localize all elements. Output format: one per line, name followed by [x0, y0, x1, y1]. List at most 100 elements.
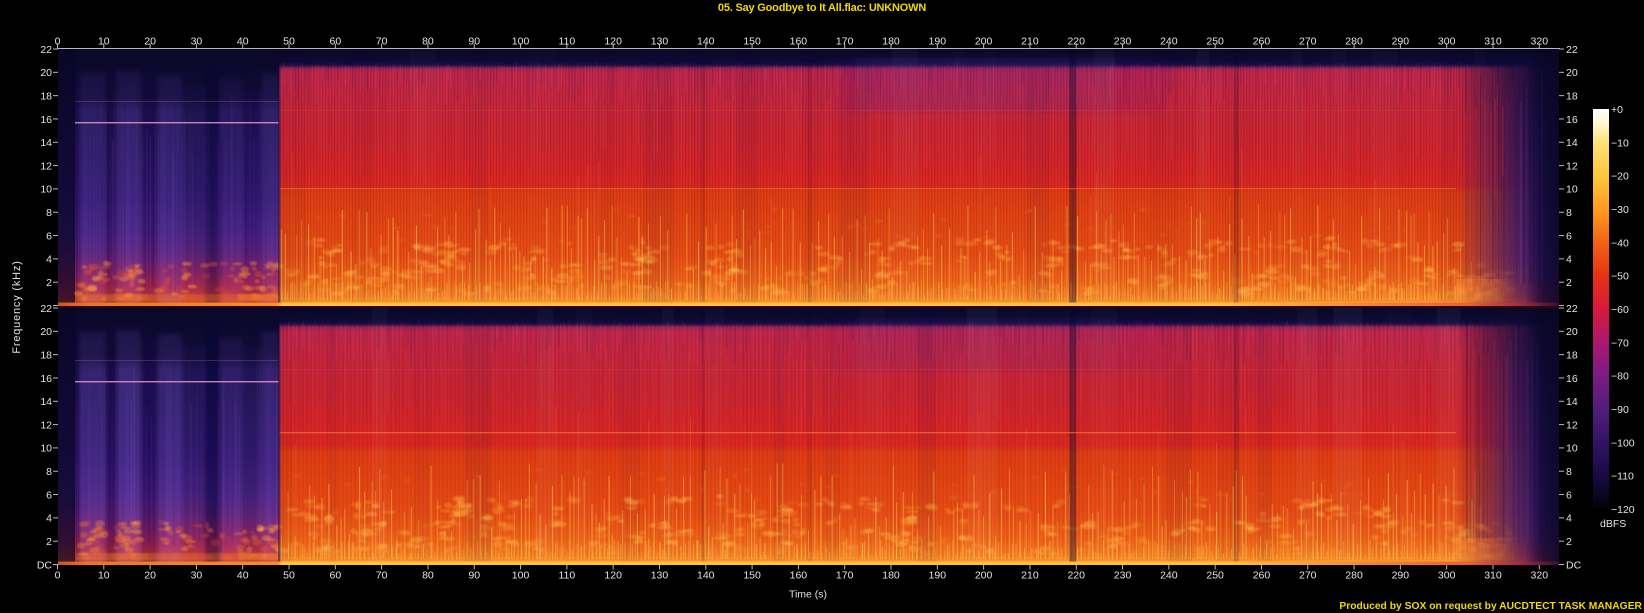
svg-text:20: 20	[40, 326, 52, 338]
svg-text:210: 210	[1021, 36, 1039, 48]
svg-text:190: 190	[929, 570, 947, 582]
svg-text:−60: −60	[1611, 304, 1629, 316]
svg-text:250: 250	[1206, 36, 1224, 48]
svg-text:190: 190	[929, 36, 947, 48]
svg-text:150: 150	[743, 570, 761, 582]
svg-text:50: 50	[283, 570, 295, 582]
svg-text:320: 320	[1531, 570, 1549, 582]
svg-text:DC: DC	[37, 559, 53, 571]
svg-text:280: 280	[1345, 36, 1363, 48]
svg-text:dBFS: dBFS	[1600, 518, 1626, 530]
svg-text:200: 200	[975, 36, 993, 48]
svg-text:290: 290	[1392, 570, 1410, 582]
svg-text:30: 30	[191, 36, 203, 48]
svg-text:16: 16	[40, 114, 52, 126]
svg-text:8: 8	[1566, 207, 1572, 219]
svg-text:40: 40	[237, 570, 249, 582]
svg-text:130: 130	[651, 36, 669, 48]
svg-text:16: 16	[40, 373, 52, 385]
svg-text:180: 180	[882, 570, 900, 582]
svg-text:4: 4	[1566, 254, 1572, 266]
svg-text:18: 18	[40, 90, 52, 102]
svg-text:120: 120	[604, 36, 622, 48]
svg-text:60: 60	[329, 36, 341, 48]
svg-text:110: 110	[558, 36, 575, 48]
svg-text:6: 6	[1566, 489, 1572, 501]
svg-text:−90: −90	[1611, 404, 1629, 416]
svg-text:−40: −40	[1611, 237, 1629, 249]
svg-text:230: 230	[1114, 570, 1132, 582]
svg-text:170: 170	[836, 570, 854, 582]
svg-text:05. Say Goodbye to It All.flac: 05. Say Goodbye to It All.flac: UNKNOWN	[718, 2, 926, 14]
svg-text:260: 260	[1253, 570, 1271, 582]
svg-text:10: 10	[1566, 443, 1578, 455]
svg-text:0: 0	[55, 36, 61, 48]
svg-text:8: 8	[46, 207, 52, 219]
svg-text:10: 10	[98, 570, 110, 582]
svg-text:280: 280	[1345, 570, 1363, 582]
svg-text:0: 0	[55, 570, 61, 582]
svg-text:210: 210	[1021, 570, 1039, 582]
svg-text:90: 90	[468, 36, 480, 48]
svg-text:130: 130	[651, 570, 669, 582]
svg-text:8: 8	[46, 466, 52, 478]
svg-text:14: 14	[40, 137, 52, 149]
svg-text:18: 18	[1566, 349, 1578, 361]
svg-text:180: 180	[882, 36, 900, 48]
svg-text:220: 220	[1067, 36, 1085, 48]
svg-text:270: 270	[1299, 570, 1317, 582]
svg-text:14: 14	[40, 396, 52, 408]
svg-text:−110: −110	[1611, 471, 1634, 483]
svg-text:240: 240	[1160, 570, 1178, 582]
svg-text:12: 12	[40, 419, 52, 431]
svg-text:300: 300	[1438, 36, 1456, 48]
svg-text:22: 22	[40, 303, 52, 315]
svg-text:240: 240	[1160, 36, 1178, 48]
svg-text:2: 2	[46, 536, 52, 548]
svg-text:170: 170	[836, 36, 854, 48]
svg-text:−80: −80	[1611, 371, 1629, 383]
svg-text:220: 220	[1067, 570, 1085, 582]
svg-text:290: 290	[1392, 36, 1410, 48]
svg-text:6: 6	[46, 489, 52, 501]
svg-text:10: 10	[40, 184, 52, 196]
svg-text:22: 22	[40, 44, 52, 56]
svg-text:16: 16	[1566, 373, 1578, 385]
svg-text:310: 310	[1484, 570, 1502, 582]
svg-text:10: 10	[1566, 184, 1578, 196]
svg-text:60: 60	[329, 570, 341, 582]
svg-text:12: 12	[40, 160, 52, 172]
svg-text:250: 250	[1206, 570, 1224, 582]
svg-text:−50: −50	[1611, 271, 1629, 283]
svg-text:Frequency (kHz): Frequency (kHz)	[11, 260, 23, 353]
svg-text:22: 22	[1566, 303, 1578, 315]
svg-text:20: 20	[144, 570, 156, 582]
svg-text:80: 80	[422, 36, 434, 48]
svg-text:80: 80	[422, 570, 434, 582]
svg-text:10: 10	[98, 36, 110, 48]
svg-text:310: 310	[1484, 36, 1502, 48]
svg-text:4: 4	[1566, 513, 1572, 525]
svg-text:90: 90	[468, 570, 480, 582]
svg-text:260: 260	[1253, 36, 1271, 48]
svg-text:20: 20	[1566, 67, 1578, 79]
svg-text:4: 4	[46, 513, 52, 525]
svg-text:6: 6	[1566, 230, 1572, 242]
svg-text:320: 320	[1531, 36, 1549, 48]
svg-text:18: 18	[40, 349, 52, 361]
svg-text:270: 270	[1299, 36, 1317, 48]
svg-text:10: 10	[40, 443, 52, 455]
svg-text:150: 150	[743, 36, 761, 48]
svg-text:50: 50	[283, 36, 295, 48]
svg-text:2: 2	[1566, 536, 1572, 548]
svg-text:4: 4	[46, 254, 52, 266]
svg-text:2: 2	[46, 277, 52, 289]
svg-text:Produced by SOX on request by: Produced by SOX on request by AUCDTECT T…	[1339, 601, 1642, 612]
svg-text:18: 18	[1566, 90, 1578, 102]
svg-text:DC: DC	[1566, 559, 1582, 571]
svg-text:−70: −70	[1611, 337, 1629, 349]
svg-text:20: 20	[144, 36, 156, 48]
svg-text:230: 230	[1114, 36, 1132, 48]
svg-text:140: 140	[697, 36, 715, 48]
svg-text:20: 20	[1566, 326, 1578, 338]
